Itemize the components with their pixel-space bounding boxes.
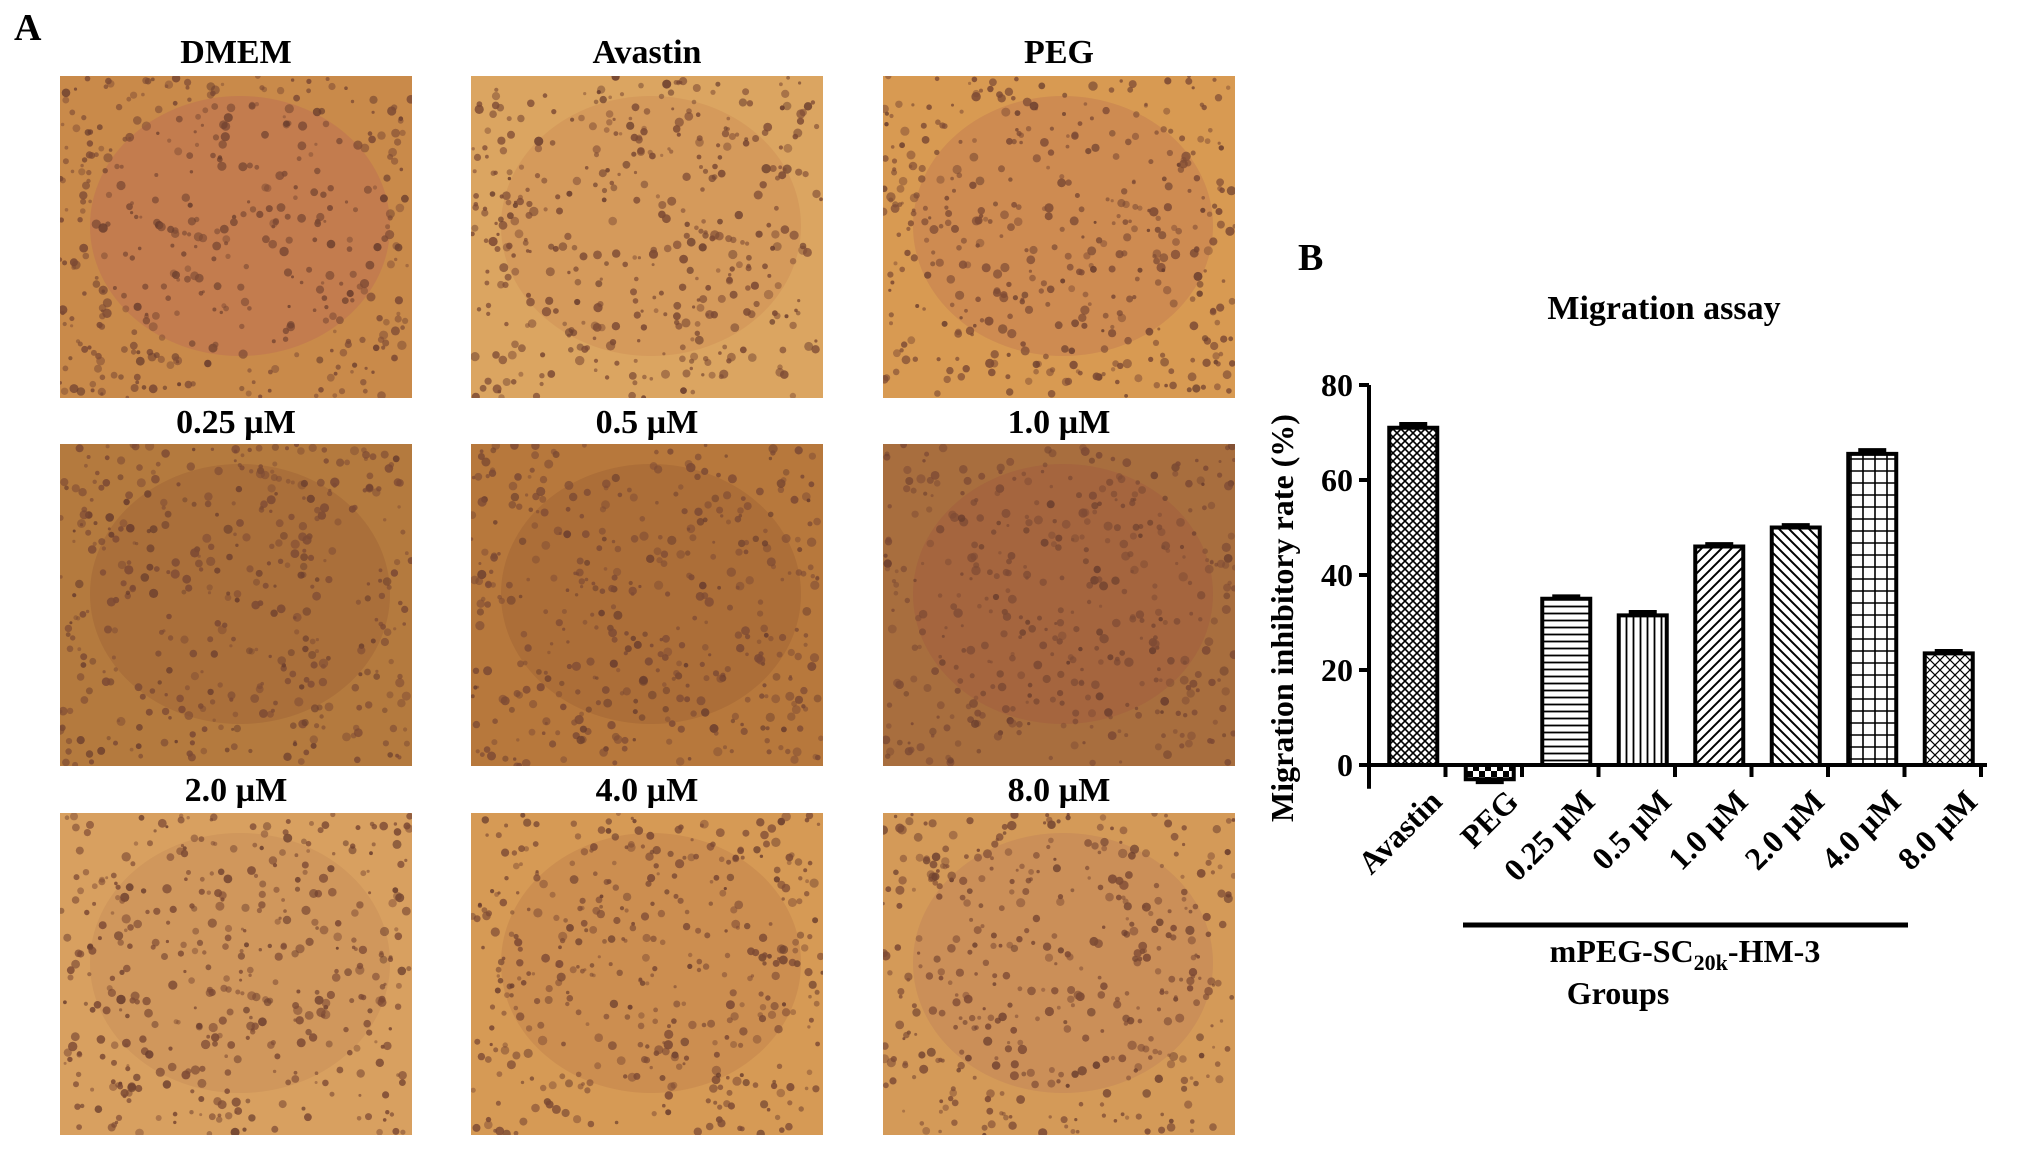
x-tick-label: Avastin [1351, 783, 1449, 881]
migration-assay-chart: Migration assay Migration inhibitory rat… [1264, 290, 1987, 1011]
panel-letter-b: B [1298, 237, 1324, 279]
bar [1693, 544, 1746, 767]
micrograph-image [883, 444, 1235, 766]
micrograph-image [60, 76, 412, 398]
x-tick-label: 4.0 µM [1814, 783, 1908, 877]
bar [1387, 425, 1440, 767]
bar [1616, 613, 1669, 767]
micrograph-image [471, 444, 823, 766]
bar [1463, 763, 1516, 782]
x-tick-label: 8.0 µM [1890, 783, 1984, 877]
micrograph-caption: 1.0 µM [1007, 404, 1111, 441]
panel-letter-a: A [14, 7, 42, 49]
micrograph-image [471, 813, 823, 1135]
micrograph-image [60, 444, 412, 766]
micrograph-image [883, 813, 1235, 1135]
bar [1846, 451, 1899, 767]
group-label: mPEG-SC20k-HM-3 [1550, 933, 1821, 975]
x-axis-label: Groups [1567, 975, 1670, 1011]
y-axis-label: Migration inhibitory rate (%) [1264, 414, 1300, 822]
x-tick-label: 2.0 µM [1737, 783, 1831, 877]
micrograph-image [60, 813, 412, 1135]
micrograph-image [883, 76, 1235, 398]
chart-title: Migration assay [1547, 290, 1780, 327]
y-tick-label: 80 [1321, 367, 1353, 403]
micrograph-caption: 0.25 µM [176, 404, 296, 441]
micrograph-caption: 8.0 µM [1007, 772, 1111, 809]
x-tick-label: 1.0 µM [1661, 783, 1755, 877]
micrograph-caption: 2.0 µM [184, 772, 288, 809]
bar [1922, 651, 1975, 767]
micrograph-caption: Avastin [592, 34, 702, 71]
y-tick-label: 40 [1321, 557, 1353, 593]
micrograph-caption: DMEM [180, 34, 292, 71]
y-tick-label: 0 [1337, 747, 1353, 783]
y-tick-label: 20 [1321, 652, 1353, 688]
x-tick-label: 0.5 µM [1584, 783, 1678, 877]
y-tick-label: 60 [1321, 462, 1353, 498]
bar [1769, 525, 1822, 767]
micrograph-caption: 0.5 µM [595, 404, 699, 441]
micrograph-caption: PEG [1024, 34, 1094, 71]
micrograph-image [471, 76, 823, 398]
micrograph-caption: 4.0 µM [595, 772, 699, 809]
bar [1540, 596, 1593, 767]
